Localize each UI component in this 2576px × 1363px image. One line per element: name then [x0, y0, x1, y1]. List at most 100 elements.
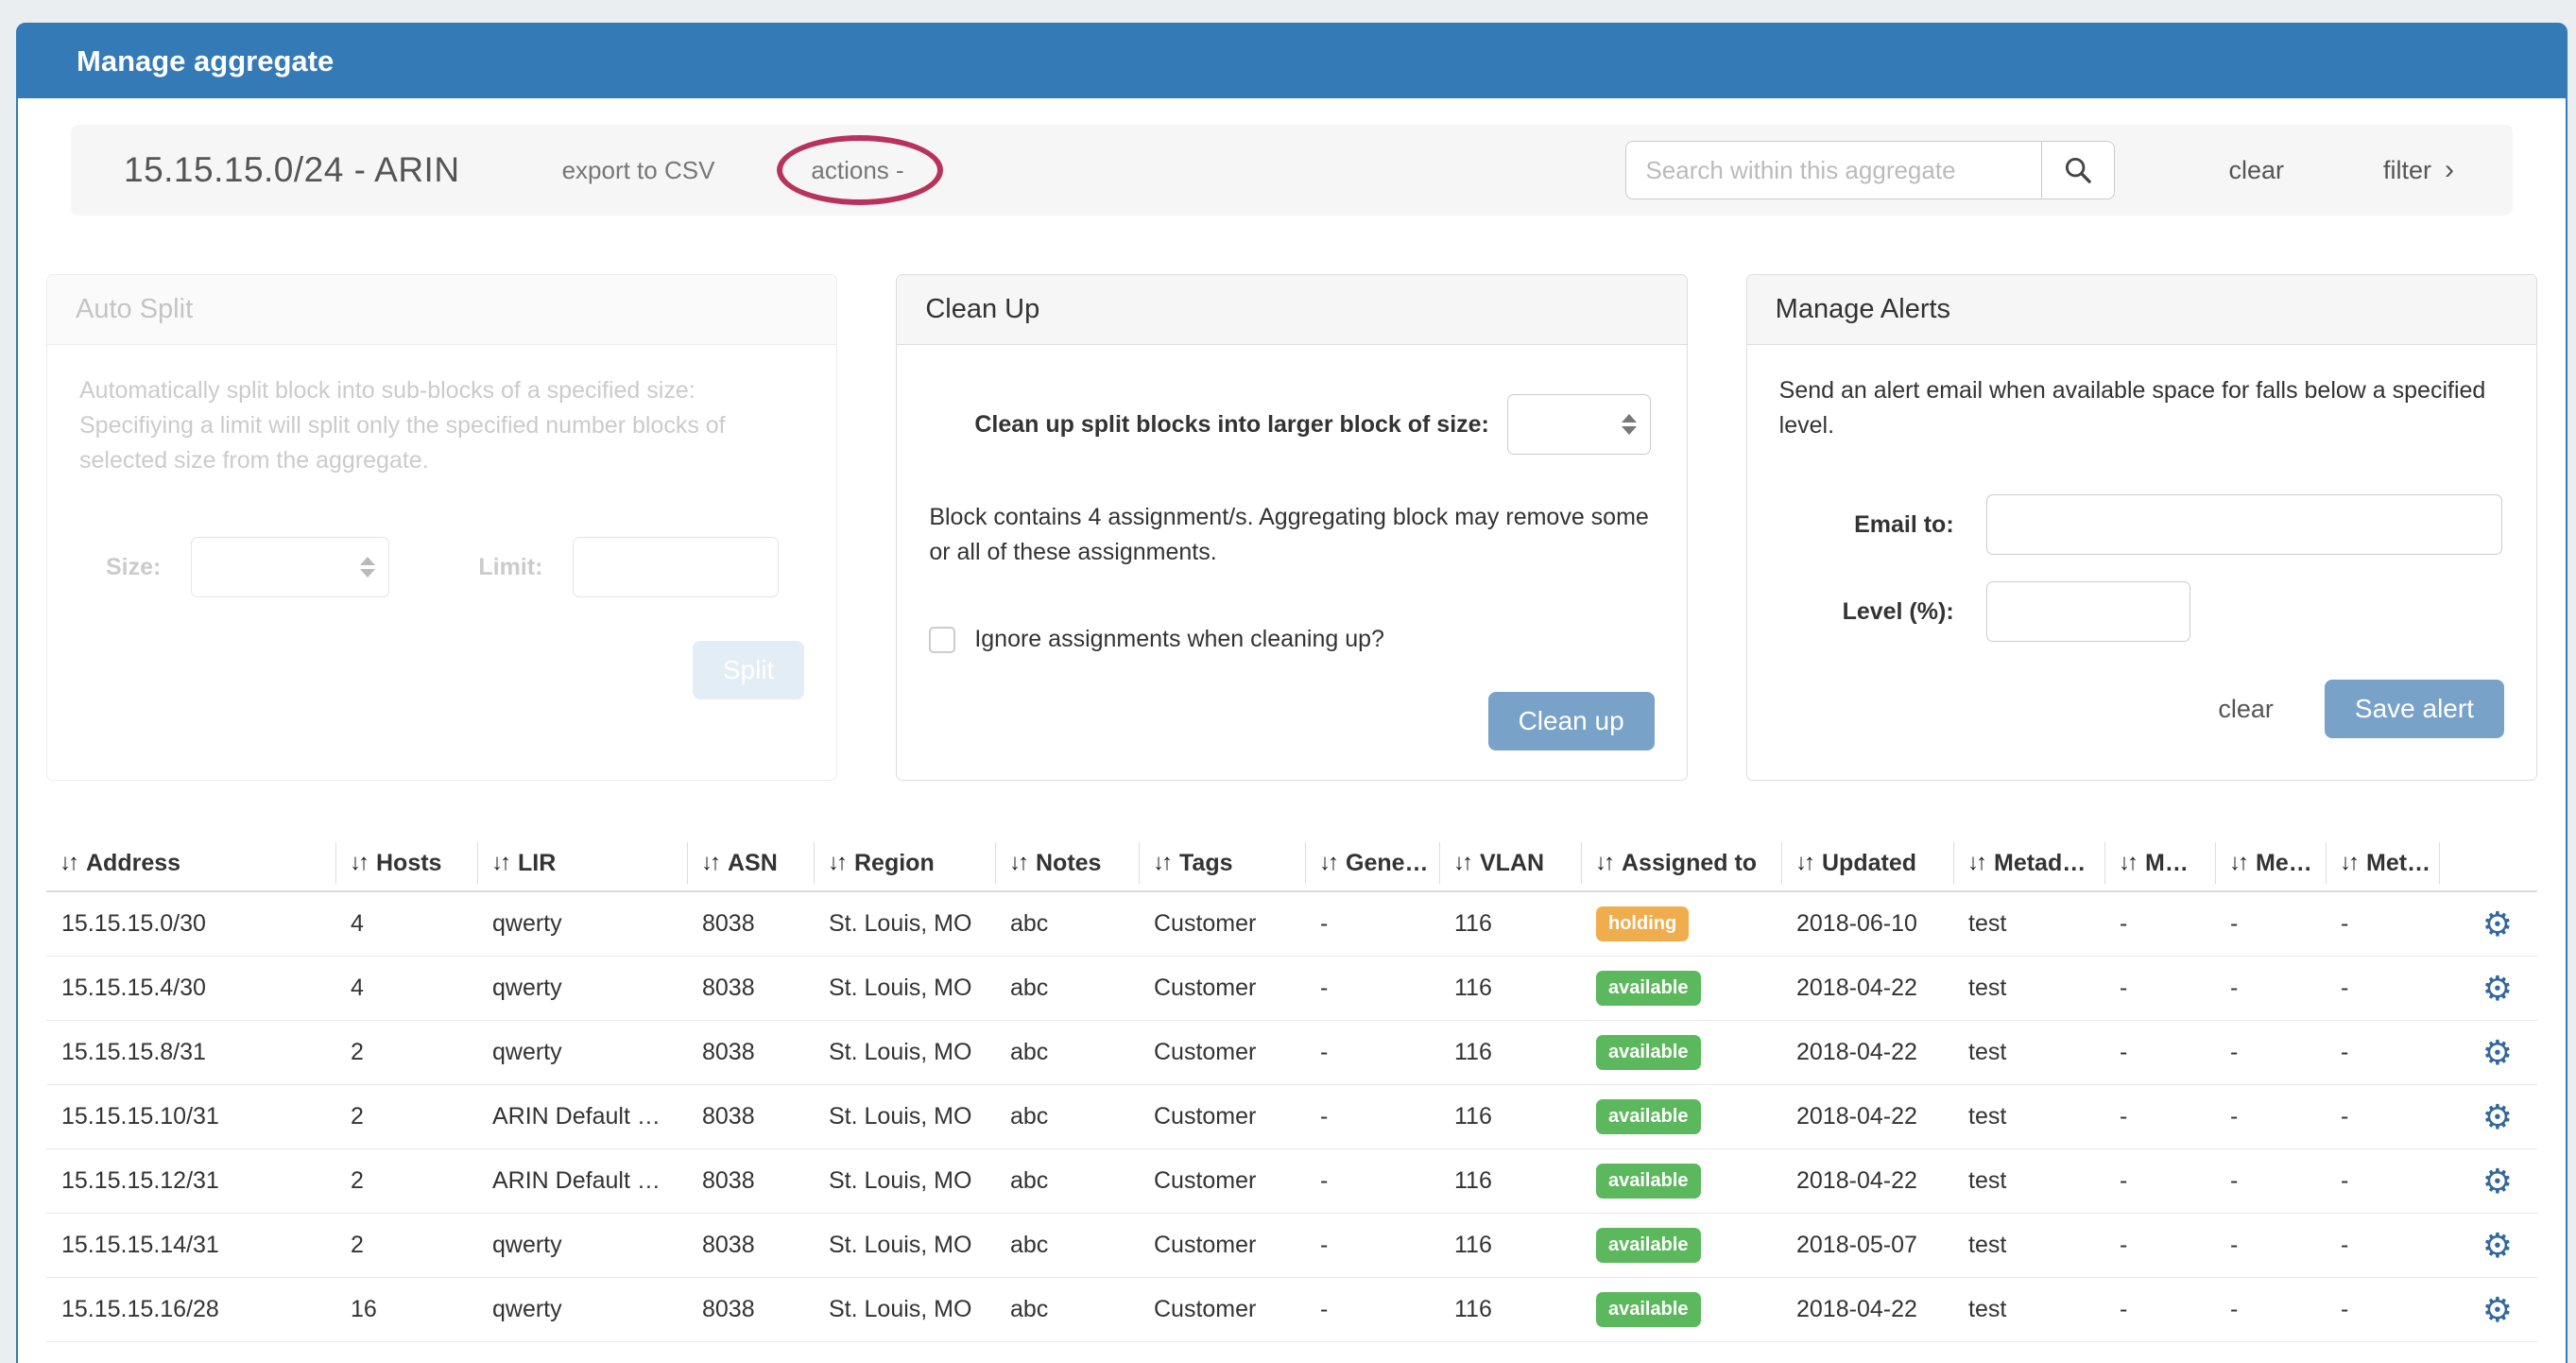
cell-asn: 8038 — [702, 1039, 755, 1065]
cell-meta4: - — [2341, 1296, 2349, 1322]
cell-address: 15.15.15.14/31 — [61, 1232, 219, 1258]
cell-lir: ARIN Default … — [492, 1167, 661, 1194]
cell-tags: Customer — [1154, 1167, 1257, 1194]
cleanup-size-prompt: Clean up split blocks into larger block … — [974, 410, 1489, 438]
row-actions-gear-icon[interactable]: ⚙ — [2482, 1228, 2513, 1263]
export-csv-link[interactable]: export to CSV — [561, 155, 715, 184]
split-limit-input[interactable] — [573, 537, 780, 597]
sort-icon: ↓↑ — [1453, 850, 1473, 875]
clear-search-link[interactable]: clear — [2228, 155, 2284, 184]
table-row: 15.15.15.4/30 4 qwerty 8038 St. Louis, MO abc… — [46, 957, 2537, 1021]
row-actions-gear-icon[interactable]: ⚙ — [2482, 906, 2513, 941]
manage-alerts-description: Send an alert email when available space… — [1778, 377, 2486, 439]
column-header-assigned_to[interactable]: ↓↑ Assigned to — [1581, 842, 1781, 884]
cell-region: St. Louis, MO — [829, 1103, 972, 1130]
cell-meta1: test — [1968, 910, 2007, 937]
clean-up-button[interactable]: Clean up — [1487, 692, 1655, 751]
cell-lir: qwerty — [492, 1296, 562, 1322]
cell-hosts: 2 — [351, 1167, 364, 1194]
cell-meta4: - — [2341, 1232, 2349, 1258]
cell-region: St. Louis, MO — [829, 910, 972, 937]
column-header-label: Hosts — [376, 849, 442, 876]
column-header-region[interactable]: ↓↑ Region — [814, 842, 995, 884]
sort-icon: ↓↑ — [2340, 850, 2360, 875]
column-header-meta4[interactable]: ↓↑ Met… — [2326, 842, 2439, 884]
table-header-row: ↓↑ Address ↓↑ Hosts ↓↑ LIR ↓↑ ASN ↓↑ Region ↓↑ Note… — [46, 836, 2537, 892]
cleanup-note: Block contains 4 assignment/s. Aggregati… — [929, 504, 1649, 565]
cell-generic: - — [1320, 1103, 1329, 1130]
cell-meta3: - — [2230, 1232, 2239, 1258]
cell-region: St. Louis, MO — [829, 1039, 972, 1065]
cell-assigned_to: available — [1581, 1099, 1781, 1134]
split-size-select[interactable] — [191, 537, 390, 597]
blocks-table: ↓↑ Address ↓↑ Hosts ↓↑ LIR ↓↑ ASN ↓↑ Region ↓↑ Note… — [46, 836, 2537, 1342]
manage-aggregate-panel: Manage aggregate 15.15.15.0/24 - ARIN ex… — [16, 23, 2567, 1363]
page-title: Manage aggregate — [77, 44, 335, 78]
save-alert-button[interactable]: Save alert — [2324, 680, 2504, 738]
alert-clear-link[interactable]: clear — [2218, 694, 2274, 723]
cell-updated: 2018-04-22 — [1796, 1167, 1917, 1194]
column-header-label: Address — [86, 849, 181, 876]
cell-tags: Customer — [1154, 1039, 1257, 1065]
manage-alerts-title: Manage Alerts — [1746, 275, 2536, 345]
manage-alerts-card: Manage Alerts Send an alert email when a… — [1745, 274, 2537, 781]
alert-email-field[interactable] — [1985, 494, 2502, 555]
column-header-meta3[interactable]: ↓↑ Me… — [2215, 842, 2326, 884]
split-button[interactable]: Split — [692, 641, 805, 699]
status-badge: holding — [1596, 906, 1690, 941]
column-header-notes[interactable]: ↓↑ Notes — [995, 842, 1139, 884]
row-actions-gear-icon[interactable]: ⚙ — [2482, 971, 2513, 1006]
cell-hosts: 4 — [351, 975, 364, 1001]
cell-vlan: 116 — [1454, 1039, 1492, 1065]
sort-icon: ↓↑ — [491, 850, 511, 875]
actions-dropdown[interactable]: actions - — [811, 155, 904, 184]
column-header-lir[interactable]: ↓↑ LIR — [477, 842, 687, 884]
row-actions-gear-icon[interactable]: ⚙ — [2482, 1035, 2513, 1070]
column-header-tags[interactable]: ↓↑ Tags — [1139, 842, 1305, 884]
column-header-vlan[interactable]: ↓↑ VLAN — [1439, 842, 1581, 884]
table-row: 15.15.15.12/31 2 ARIN Default … 8038 St. Lou… — [46, 1149, 2537, 1214]
panel-heading: Manage aggregate — [18, 25, 2566, 98]
ignore-assignments-label: Ignore assignments when cleaning up? — [974, 626, 1384, 652]
row-actions-gear-icon[interactable]: ⚙ — [2482, 1164, 2513, 1199]
column-header-meta2[interactable]: ↓↑ M… — [2104, 842, 2215, 884]
column-header-label: Region — [854, 849, 935, 876]
cell-meta1: test — [1968, 1296, 2007, 1322]
row-actions-gear-icon[interactable]: ⚙ — [2482, 1292, 2513, 1327]
cleanup-size-select[interactable] — [1506, 394, 1651, 455]
cell-generic: - — [1320, 975, 1329, 1001]
alert-level-field[interactable] — [1985, 581, 2190, 642]
column-header-label: VLAN — [1480, 849, 1545, 876]
sort-icon: ↓↑ — [1009, 850, 1029, 875]
table-row: 15.15.15.8/31 2 qwerty 8038 St. Louis, MO abc… — [46, 1021, 2537, 1085]
cell-address: 15.15.15.0/30 — [61, 910, 206, 937]
cell-lir: qwerty — [492, 910, 562, 937]
cell-vlan: 116 — [1454, 1103, 1492, 1130]
cell-tags: Customer — [1154, 910, 1257, 937]
search-input[interactable] — [1625, 141, 2042, 199]
cell-assigned_to: available — [1581, 1228, 1781, 1263]
column-header-actions — [2439, 842, 2537, 884]
row-actions-gear-icon[interactable]: ⚙ — [2482, 1099, 2513, 1134]
column-header-meta1[interactable]: ↓↑ Metad… — [1953, 842, 2104, 884]
level-label: Level (%): — [1842, 597, 1954, 625]
cell-address: 15.15.15.8/31 — [61, 1039, 206, 1065]
status-badge: available — [1596, 1035, 1701, 1070]
column-header-asn[interactable]: ↓↑ ASN — [687, 842, 814, 884]
column-header-generic[interactable]: ↓↑ Gene… — [1305, 842, 1439, 884]
cell-region: St. Louis, MO — [829, 1232, 972, 1258]
cell-notes: abc — [1010, 1039, 1049, 1065]
search-button[interactable] — [2041, 141, 2116, 199]
column-header-address[interactable]: ↓↑ Address — [46, 842, 335, 884]
sort-icon: ↓↑ — [828, 850, 848, 875]
cell-tags: Customer — [1154, 1103, 1257, 1130]
cell-assigned_to: available — [1581, 1164, 1781, 1199]
ignore-assignments-checkbox[interactable] — [929, 626, 956, 653]
filter-link[interactable]: filter › — [2383, 154, 2454, 186]
select-caret-icon — [360, 557, 376, 578]
column-header-hosts[interactable]: ↓↑ Hosts — [335, 842, 477, 884]
column-header-updated[interactable]: ↓↑ Updated — [1781, 842, 1953, 884]
cell-generic: - — [1320, 1232, 1329, 1258]
clean-up-card: Clean Up Clean up split blocks into larg… — [896, 274, 1688, 781]
email-to-label: Email to: — [1854, 510, 1954, 538]
